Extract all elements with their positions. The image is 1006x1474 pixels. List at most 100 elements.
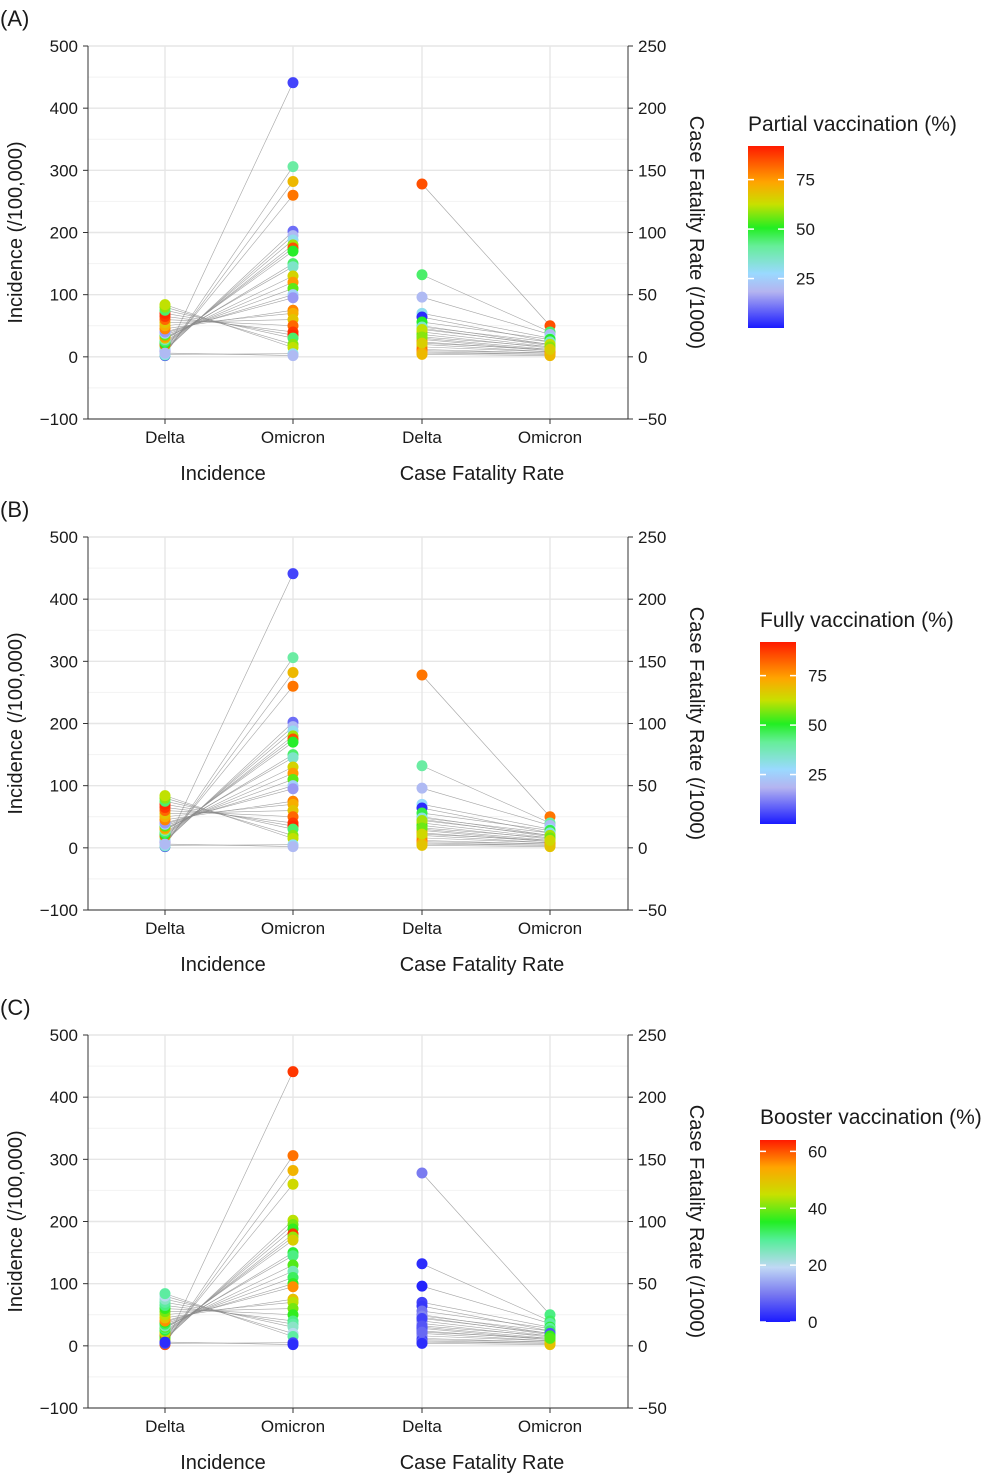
incidence-delta-point bbox=[159, 1288, 171, 1300]
grid bbox=[88, 1034, 628, 1409]
panel-label: (B) bbox=[0, 497, 29, 522]
incidence-omicron-point bbox=[287, 189, 299, 201]
cfr-delta-point bbox=[416, 1326, 428, 1338]
x-ticks: Delta Omicron Delta Omicron bbox=[145, 1408, 582, 1436]
incidence-pair-line bbox=[164, 319, 294, 327]
cfr-pair-line bbox=[421, 1310, 551, 1329]
incidence-pair-line bbox=[164, 319, 294, 323]
legend-tick-label: 75 bbox=[796, 171, 815, 190]
incidence-pair-line bbox=[164, 263, 294, 342]
incidence-pair-line bbox=[164, 810, 294, 814]
y2-tick-label: 100 bbox=[638, 715, 666, 734]
incidence-omicron-point bbox=[287, 1339, 299, 1351]
cfr-pair-line bbox=[421, 804, 551, 830]
y-tick-label: 100 bbox=[50, 286, 78, 305]
incidence-pair-line bbox=[164, 313, 294, 327]
cfr-pair-line bbox=[421, 350, 551, 354]
x-ticks: Delta Omicron Delta Omicron bbox=[145, 910, 582, 938]
points bbox=[159, 1066, 556, 1351]
incidence-omicron-point bbox=[287, 77, 299, 89]
cfr-pair-line bbox=[421, 1305, 551, 1332]
y2-tick-label: 0 bbox=[638, 1337, 647, 1356]
cfr-pair-line bbox=[421, 1263, 551, 1322]
y2-tick-label: 200 bbox=[638, 590, 666, 609]
cfr-pair-line bbox=[421, 331, 551, 348]
incidence-pair-line bbox=[164, 1252, 294, 1331]
incidence-pair-line bbox=[164, 309, 294, 339]
y2-tick-label: 250 bbox=[638, 528, 666, 547]
cfr-pair-line bbox=[421, 1341, 551, 1344]
paired-lines bbox=[164, 82, 551, 356]
incidence-pair-line bbox=[164, 288, 294, 336]
incidence-pair-line bbox=[164, 843, 294, 847]
cfr-pair-line bbox=[421, 843, 551, 846]
y2-tick-label: 250 bbox=[638, 37, 666, 56]
incidence-pair-line bbox=[164, 1302, 294, 1316]
incidence-pair-line bbox=[164, 785, 294, 825]
cfr-delta-point bbox=[416, 178, 428, 190]
y-tick-label: 500 bbox=[50, 528, 78, 547]
left-ticks: 500 400 300 200 100 0 −100 bbox=[40, 37, 88, 429]
incidence-pair-line bbox=[164, 754, 294, 833]
legend-tick-label: 40 bbox=[808, 1199, 827, 1218]
cfr-pair-line bbox=[421, 1302, 551, 1328]
incidence-pair-line bbox=[164, 1233, 294, 1335]
incidence-omicron-point bbox=[287, 1250, 299, 1262]
cfr-pair-line bbox=[421, 342, 551, 350]
y2-tick-label: 0 bbox=[638, 839, 647, 858]
panel-a: (A)5004003002001000−100250200150100500−5… bbox=[0, 6, 957, 485]
group-label-cfr: Case Fatality Rate bbox=[400, 954, 565, 976]
cfr-delta-point bbox=[416, 337, 428, 349]
incidence-omicron-point bbox=[287, 292, 299, 304]
incidence-pair-line bbox=[164, 1286, 294, 1322]
x-tick-label: Omicron bbox=[261, 428, 325, 447]
cfr-omicron-point bbox=[544, 1332, 556, 1344]
y-tick-label: 400 bbox=[50, 1088, 78, 1107]
group-label-incidence: Incidence bbox=[180, 954, 266, 976]
cfr-pair-line bbox=[421, 296, 551, 335]
incidence-pair-line bbox=[164, 672, 294, 845]
incidence-pair-line bbox=[164, 1341, 294, 1345]
legend-colorbar bbox=[760, 642, 796, 824]
legend-tick-label: 75 bbox=[808, 667, 827, 686]
x-tick-label: Delta bbox=[402, 1417, 442, 1436]
incidence-omicron-point bbox=[287, 1234, 299, 1246]
incidence-delta-point bbox=[159, 347, 171, 359]
incidence-pair-line bbox=[164, 788, 294, 824]
x-tick-label: Delta bbox=[402, 428, 442, 447]
incidence-pair-line bbox=[164, 1308, 294, 1316]
y-tick-label: 400 bbox=[50, 99, 78, 118]
incidence-pair-line bbox=[164, 735, 294, 837]
right-ticks: 250 200 150 100 50 0 −50 bbox=[628, 1026, 667, 1418]
incidence-pair-line bbox=[164, 1283, 294, 1323]
right-ticks: 250 200 150 100 50 0 −50 bbox=[628, 528, 667, 920]
right-axis-title: Case Fatality Rate (/1000) bbox=[685, 116, 707, 349]
left-axis-title: Incidence (/100,000) bbox=[5, 632, 27, 814]
legend-title: Partial vaccination (%) bbox=[748, 113, 957, 136]
legend-title: Fully vaccination (%) bbox=[760, 609, 954, 632]
y-tick-label: 300 bbox=[50, 161, 78, 180]
y-tick-label: 0 bbox=[69, 1337, 78, 1356]
cfr-pair-line bbox=[421, 765, 551, 824]
cfr-pair-line bbox=[421, 1339, 551, 1343]
incidence-pair-line bbox=[164, 573, 294, 847]
incidence-pair-line bbox=[164, 800, 294, 830]
incidence-pair-line bbox=[164, 1277, 294, 1325]
incidence-pair-line bbox=[164, 231, 294, 351]
x-tick-label: Omicron bbox=[261, 919, 325, 938]
incidence-omicron-point bbox=[287, 568, 299, 580]
incidence-pair-line bbox=[164, 294, 294, 334]
y-tick-label: 200 bbox=[50, 224, 78, 243]
legend-title: Booster vaccination (%) bbox=[760, 1106, 982, 1129]
cfr-pair-line bbox=[421, 336, 551, 348]
cfr-pair-line bbox=[421, 830, 551, 842]
y-tick-label: 100 bbox=[50, 777, 78, 796]
points bbox=[159, 568, 556, 853]
cfr-pair-line bbox=[421, 1335, 551, 1342]
incidence-pair-line bbox=[164, 244, 294, 346]
y2-tick-label: 200 bbox=[638, 99, 666, 118]
cfr-pair-line bbox=[421, 1285, 551, 1324]
incidence-omicron-point bbox=[287, 841, 299, 853]
incidence-pair-line bbox=[164, 239, 294, 348]
cfr-delta-point bbox=[416, 1167, 428, 1179]
